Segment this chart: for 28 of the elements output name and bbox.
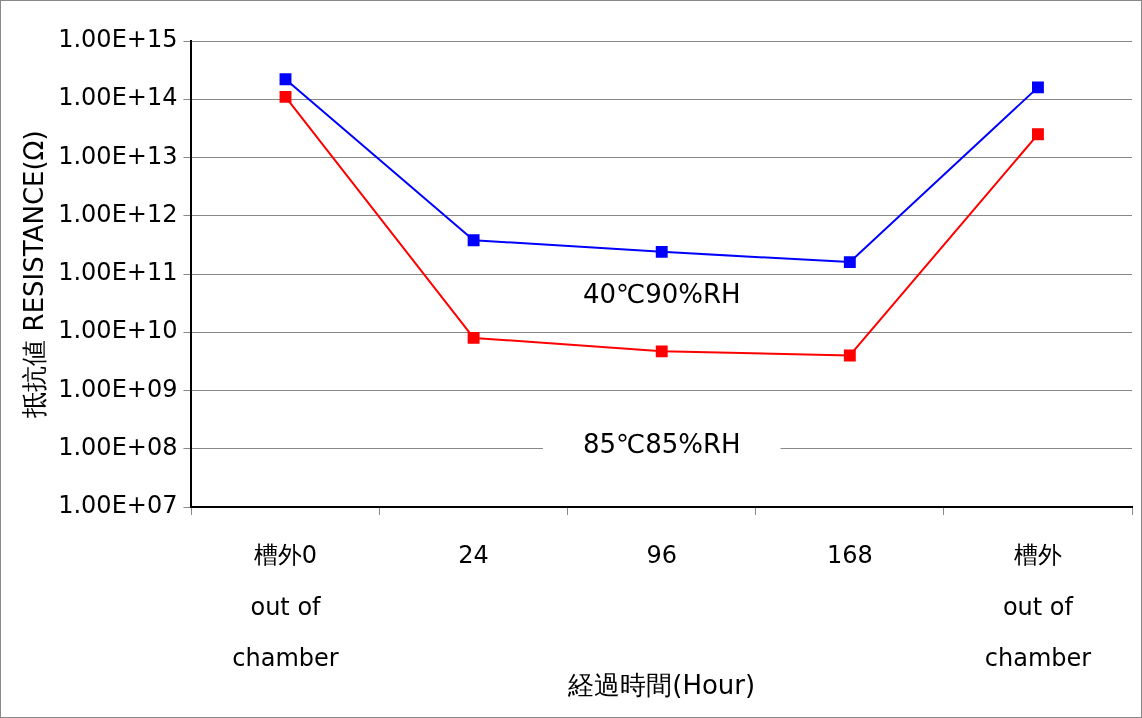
point xyxy=(843,349,856,362)
y-tick-label: 1.00E+07 xyxy=(58,491,178,520)
y-tick-label: 1.00E+13 xyxy=(58,141,178,170)
point xyxy=(1031,81,1044,94)
point xyxy=(279,73,292,86)
x-tick-label: 槽外 out of chamber xyxy=(984,541,1092,673)
x-tick-label: 168 xyxy=(826,541,873,570)
y-tick-label: 1.00E+10 xyxy=(58,316,178,345)
y-tick-label: 1.00E+15 xyxy=(58,25,178,54)
point xyxy=(843,256,856,269)
series-label: 40℃90%RH xyxy=(582,279,741,310)
y-tick-label: 1.00E+09 xyxy=(58,374,178,403)
point xyxy=(467,331,480,344)
y-tick-label: 1.00E+14 xyxy=(58,83,178,112)
x-axis-title: 経過時間(Hour) xyxy=(567,670,756,701)
x-tick-label: 槽外0 out of chamber xyxy=(232,541,339,673)
y-tick-label: 1.00E+08 xyxy=(58,432,178,461)
y-tick-label: 1.00E+11 xyxy=(58,258,178,287)
x-tick-label: 24 xyxy=(458,541,489,570)
point xyxy=(1031,128,1044,141)
text: 85℃85%RH xyxy=(582,429,741,460)
point xyxy=(467,234,480,247)
y-tick-label: 1.00E+12 xyxy=(58,199,178,228)
point xyxy=(279,90,292,103)
point xyxy=(655,245,668,258)
x-tick-label: 96 xyxy=(646,541,677,570)
y-axis-title: 抵抗値 RESISTANCE(Ω) xyxy=(19,130,50,419)
point xyxy=(655,345,668,358)
